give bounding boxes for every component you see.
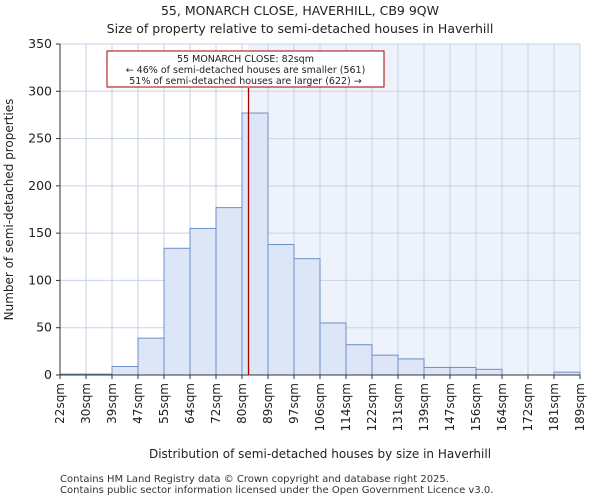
y-tick-label: 300 <box>28 83 52 98</box>
histogram-bar <box>189 227 217 376</box>
histogram-bar <box>241 112 269 376</box>
annotation-line: 51% of semi-detached houses are larger (… <box>129 76 362 87</box>
y-tick-label: 0 <box>44 367 52 382</box>
histogram-bar <box>111 365 139 376</box>
histogram-bar <box>137 337 165 376</box>
x-tick-label: 64sqm <box>183 383 197 424</box>
x-tick-label: 106sqm <box>313 383 327 431</box>
x-tick-label: 72sqm <box>209 383 223 424</box>
x-tick-label: 97sqm <box>287 383 301 424</box>
histogram-bar <box>345 344 373 376</box>
histogram-bar <box>397 358 425 376</box>
footer-licence: Contains public sector information licen… <box>60 485 494 496</box>
x-tick-label: 164sqm <box>495 383 509 431</box>
chart-title-line-1: 55, MONARCH CLOSE, HAVERHILL, CB9 9QW <box>160 3 440 18</box>
footer-copyright: Contains HM Land Registry data © Crown c… <box>60 474 449 485</box>
histogram-bar <box>371 354 399 376</box>
histogram-bar <box>215 207 243 376</box>
y-tick-label: 150 <box>28 225 52 240</box>
x-axis-title: Distribution of semi-detached houses by … <box>149 447 491 461</box>
x-tick-label: 156sqm <box>469 383 483 431</box>
y-tick-label: 350 <box>28 36 52 51</box>
y-tick-label: 200 <box>28 178 52 193</box>
y-tick-label: 100 <box>28 272 52 287</box>
x-tick-label: 39sqm <box>105 383 119 424</box>
x-tick-label: 80sqm <box>235 383 249 424</box>
y-axis-title: Number of semi-detached properties <box>2 99 16 321</box>
x-tick-label: 22sqm <box>53 383 67 424</box>
x-tick-label: 181sqm <box>547 383 561 431</box>
x-tick-label: 114sqm <box>339 383 353 431</box>
x-tick-label: 139sqm <box>417 383 431 431</box>
x-tick-label: 55sqm <box>157 383 171 424</box>
histogram-bar <box>163 247 191 376</box>
x-tick-label: 131sqm <box>391 383 405 431</box>
y-tick-label: 50 <box>36 320 52 335</box>
annotation-line: ← 46% of semi-detached houses are smalle… <box>126 65 366 76</box>
annotation-line: 55 MONARCH CLOSE: 82sqm <box>177 54 314 65</box>
histogram-bar <box>293 258 321 376</box>
x-tick-label: 30sqm <box>79 383 93 424</box>
x-tick-label: 47sqm <box>131 383 145 424</box>
y-tick-label: 250 <box>28 131 52 146</box>
histogram-bar <box>319 322 347 376</box>
x-tick-label: 189sqm <box>573 383 587 431</box>
x-tick-label: 172sqm <box>521 383 535 431</box>
histogram-bar <box>267 243 295 376</box>
x-tick-label: 147sqm <box>443 383 457 431</box>
annotation-box <box>106 50 385 88</box>
histogram-bar <box>423 366 451 376</box>
histogram-bar <box>449 366 477 376</box>
chart-title-line-2: Size of property relative to semi-detach… <box>106 21 494 36</box>
x-tick-label: 122sqm <box>365 383 379 431</box>
x-tick-label: 89sqm <box>261 383 275 424</box>
histogram-bar <box>475 368 503 376</box>
